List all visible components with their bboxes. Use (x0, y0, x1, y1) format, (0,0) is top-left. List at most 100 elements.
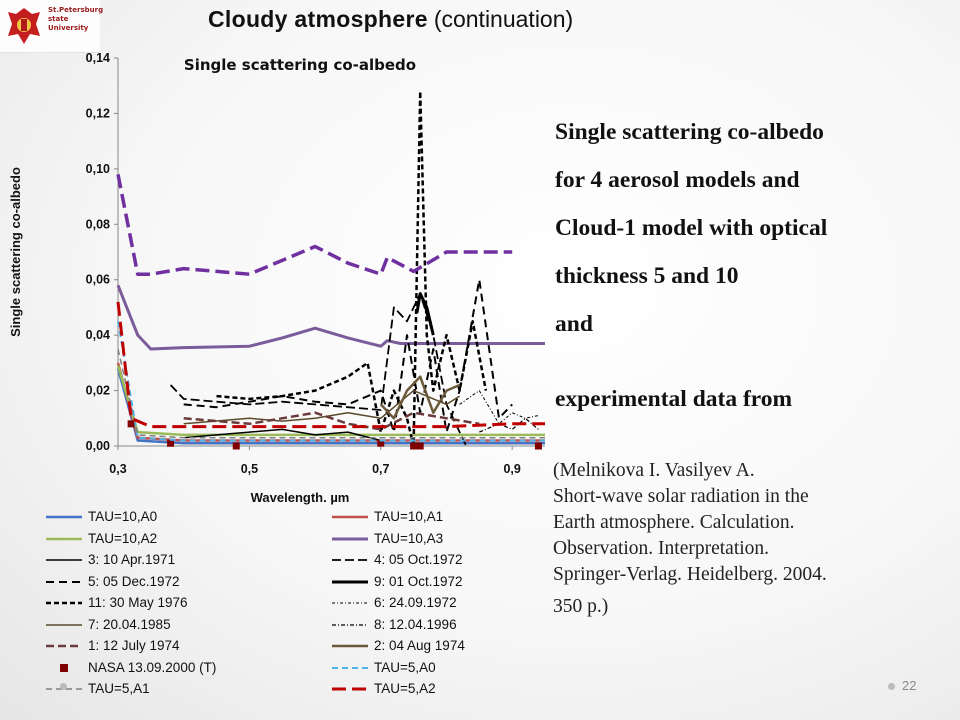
series-line (116, 362, 545, 442)
chart-title: Single scattering co-albedo (184, 56, 416, 74)
experimental-heading: experimental data from (555, 386, 793, 412)
y-tick-label: 0,14 (86, 51, 110, 65)
y-tick-label: 0,06 (86, 273, 110, 287)
legend-label: TAU=10,A0 (88, 509, 158, 524)
legend-label: 1: 12 July 1974 (88, 638, 180, 653)
series-line (116, 301, 545, 429)
series-point (534, 442, 542, 450)
series-line (117, 321, 545, 442)
x-tick-label: 0,5 (241, 462, 258, 476)
y-tick-label: 0,10 (86, 162, 110, 176)
page-number: 22 (902, 678, 917, 693)
y-tick-label: 0,02 (86, 384, 110, 398)
legend-label: 9: 01 Oct.1972 (374, 573, 463, 589)
legend-swatch (332, 559, 368, 561)
reference-line: Observation. Interpretation. (553, 538, 770, 559)
series-point (167, 439, 175, 447)
series-line (116, 284, 545, 351)
legend-swatch (46, 601, 82, 605)
description-line: Single scattering co-albedo (555, 119, 824, 145)
series-line (183, 278, 513, 434)
x-axis-label: Wavelength. µm (251, 490, 350, 505)
y-tick-label: 0,12 (86, 106, 110, 120)
y-tick-label: 0,00 (86, 439, 110, 453)
decorative-dot (888, 683, 895, 690)
crest-icon (8, 8, 40, 44)
slide-title: Cloudy atmosphere (continuation) (208, 6, 808, 33)
legend-swatch (46, 580, 82, 583)
series-line (415, 292, 435, 336)
description-line: for 4 aerosol models and (555, 167, 800, 193)
legend-label: 11: 30 May 1976 (88, 595, 188, 610)
legend-label: TAU=5,A0 (374, 659, 436, 675)
logo-text-line: state (48, 15, 69, 23)
legend-swatch (332, 515, 368, 519)
co-albedo-chart: 0,00 0,02 0,04 0,06 0,08 0,10 0,12 0,14 0,3 0,5 0,… (8, 51, 545, 505)
series-line (183, 428, 381, 442)
reference-line: Short-wave solar radiation in the (553, 486, 809, 507)
series-line (116, 365, 545, 437)
y-tick-label: 0,08 (86, 217, 110, 231)
logo-text: St.Petersburg state University (48, 6, 104, 33)
legend-swatch (46, 515, 82, 519)
series-point (232, 442, 240, 450)
legend-swatch (332, 644, 368, 648)
legend-swatch (46, 688, 82, 690)
legend-label: 6: 24.09.1972 (374, 595, 457, 610)
series-line (216, 90, 488, 448)
series-line (459, 390, 539, 425)
y-axis-label: Single scattering co-albedo (8, 167, 23, 337)
legend-marker (60, 663, 68, 672)
legend-swatch (332, 602, 368, 604)
legend-label: 2: 04 Aug 1974 (374, 638, 465, 653)
reference-line: (Melnikova I. Vasilyev A. (553, 460, 755, 481)
legend-swatch (46, 559, 82, 561)
reference-line: 350 p.) (553, 596, 609, 617)
legend-swatch (332, 623, 368, 626)
series-line (116, 174, 513, 276)
slide-title-main: Cloudy atmosphere (208, 6, 428, 32)
legend-label: 8: 12.04.1996 (374, 616, 457, 632)
reference-line: Springer-Verlag. Heidelberg. 2004. (553, 564, 827, 585)
legend-swatch (46, 644, 82, 648)
legend-swatch (60, 663, 68, 672)
legend-label: 3: 10 Apr.1971 (88, 552, 176, 567)
university-logo: St.Petersburg state University (0, 0, 104, 53)
series-line (117, 348, 545, 439)
legend-swatch (332, 580, 368, 583)
legend-swatch (46, 623, 82, 626)
legend-label: TAU=10,A2 (88, 530, 158, 546)
series-line (479, 417, 539, 433)
legend-swatch (46, 537, 82, 540)
x-tick-label: 0,3 (109, 462, 126, 476)
decorative-dot (60, 683, 67, 690)
x-tick-label: 0,9 (503, 462, 520, 476)
reference-text: (Melnikova I. Vasilyev A. Short-wave sol… (553, 458, 953, 620)
series-line (183, 389, 461, 425)
legend-label: 7: 20.04.1985 (88, 616, 171, 632)
description-line: and (555, 311, 593, 337)
legend-label: NASA 13.09.2000 (T) (88, 659, 217, 675)
series-line (379, 375, 461, 420)
y-tick-label: 0,04 (86, 328, 110, 342)
series-line (169, 292, 468, 447)
description-line: Cloud-1 model with optical (555, 215, 828, 241)
legend-label: TAU=10,A3 (374, 530, 444, 546)
legend-swatch (332, 687, 368, 691)
logo-text-line: University (48, 24, 89, 32)
series-line (116, 368, 545, 445)
legend-swatch (332, 666, 368, 669)
legend-label: TAU=5,A2 (374, 681, 436, 696)
legend-label: TAU=10,A1 (374, 509, 444, 524)
logo-text-line: St.Petersburg (48, 6, 104, 14)
series-point (127, 420, 135, 428)
series-point (377, 439, 385, 447)
legend-label: 4: 05 Oct.1972 (374, 552, 463, 567)
slide-description: Single scattering co-albedo for 4 aeroso… (555, 108, 955, 348)
series-point (410, 442, 418, 450)
series-line (183, 411, 480, 431)
reference-line: Earth atmosphere. Calculation. (553, 512, 795, 533)
x-tick-label: 0,7 (372, 462, 389, 476)
legend-swatch (332, 537, 368, 540)
legend-label: 5: 05 Dec.1972 (88, 573, 180, 589)
